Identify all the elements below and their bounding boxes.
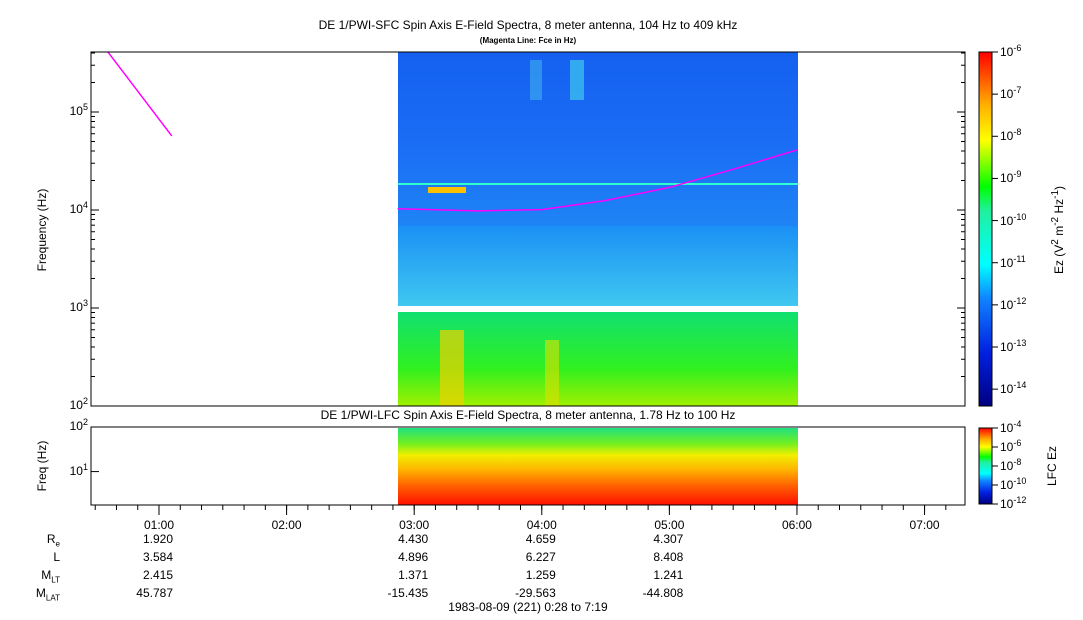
tick-base: 10 [69,463,83,478]
tick-exp: 1 [82,461,88,472]
fce-line-segment [397,149,798,212]
bottom-colorbar [978,427,993,505]
ephemeris-row-label: MLT [41,568,60,585]
colorbar-tick-exp: -4 [1013,419,1022,429]
ephemeris-value: 4.430 [398,532,429,546]
tick-exp: 3 [82,298,88,308]
tick-base: 10 [69,104,83,118]
colorbar-tick-label: 10-12 [1000,295,1027,312]
y-tick-label: 101 [70,462,88,478]
colorbar-tick-exp: -12 [1013,295,1027,306]
high-freq-band [398,52,798,226]
colorbar-tick-label: 10-12 [1000,495,1027,511]
x-tick-label: 07:00 [909,518,940,532]
colorbar-tick-label: 10-7 [1000,85,1022,102]
emission-streak [440,330,464,406]
colorbar-tick-label: 10-13 [1000,338,1027,354]
colorbar-tick-label: 10-9 [1000,169,1022,186]
ephemeris-value: 45.787 [136,586,173,600]
bottom-panel-title: DE 1/PWI-LFC Spin Axis E-Field Spectra, … [320,408,736,422]
ephemeris-row-label: L [53,550,60,564]
bottom-plot-frame [90,426,966,506]
colorbar-tick-exp: -7 [1013,85,1022,96]
y-tick-label: 102 [70,417,88,433]
colorbar-tick-label: 10-10 [1000,476,1027,492]
ephemeris-value: 1.259 [525,568,556,582]
y-tick-label: 103 [70,298,88,314]
ephemeris-value: 2.415 [142,568,173,582]
colorbar-tick-exp: -6 [1013,438,1022,448]
y-tick-label: 104 [70,200,88,216]
ephemeris-row-label: MLAT [35,586,60,603]
emission-streak [570,60,584,100]
bottom-spectrogram [398,428,798,505]
ephemeris-value: 1.371 [398,568,429,582]
x-tick-label: 03:00 [399,518,430,532]
fce-line [107,51,798,212]
tick-base: 10 [69,419,83,433]
colorbar-tick-label: 10-6 [1000,438,1022,454]
low-freq-band [398,312,798,406]
colorbar-tick-label: 10-8 [1000,457,1022,473]
top-spectrogram [398,52,798,406]
colorbar-tick-label: 10-10 [1000,211,1027,228]
tick-exp: 2 [82,417,88,427]
colorbar-tick-exp: -10 [1013,476,1027,486]
colorbar-tick-exp: -9 [1013,169,1022,180]
colorbar-tick-exp: -14 [1013,380,1027,391]
y-tick-label: 102 [70,396,88,412]
ephemeris-value: -15.435 [387,586,429,600]
colorbar-tick-label: 10-11 [1000,253,1026,270]
x-tick-label: 05:00 [654,518,685,532]
x-tick-label: 01:00 [143,518,175,532]
ephemeris-value: -29.563 [515,586,556,600]
ephemeris-row-label: Re [46,532,60,549]
top-plot-frame [90,51,966,407]
ephemeris-value: 8.408 [653,550,684,564]
tick-exp: 2 [82,396,88,406]
colorbar-tick-label: 10-14 [1000,380,1027,397]
ephemeris-value: 1.241 [653,568,684,582]
ephemeris-value: 3.584 [142,550,173,564]
cyan-line [398,183,798,185]
colorbar-tick-label: 10-6 [1000,43,1022,59]
x-tick-label: 04:00 [526,518,557,532]
ephemeris-value: 4.659 [525,532,556,546]
tick-exp: 5 [82,102,88,112]
emission-streak [530,60,542,100]
colorbar-tick-exp: -13 [1013,338,1027,348]
colorbar-tick-label: 10-8 [1000,127,1022,144]
fce-line-segment [107,51,173,137]
tick-base: 10 [69,202,83,216]
colorbar-tick-exp: -8 [1013,127,1022,138]
tick-exp: 4 [82,200,88,210]
y-tick-label: 105 [70,102,88,118]
ephemeris-value: 4.307 [653,532,684,546]
tick-base: 10 [69,300,83,314]
top-colorbar [978,51,993,407]
colorbar-tick-exp: -11 [1013,253,1026,264]
ephemeris-value: 1.920 [142,532,173,546]
ephemeris-value: 4.896 [398,550,429,564]
colorbar-tick-exp: -12 [1013,495,1027,505]
colorbar-tick-label: 10-4 [1000,419,1022,435]
top-panel-subtitle: (Magenta Line: Fce in Hz) [479,36,577,45]
colorbar-tick-exp: -6 [1013,43,1022,53]
top-panel-title: DE 1/PWI-SFC Spin Axis E-Field Spectra, … [318,18,738,32]
emission-streak [545,340,559,406]
emission-blob [428,187,466,193]
date-range-footer: 1983-08-09 (221) 0:28 to 7:19 [448,600,608,614]
colorbar-tick-exp: -10 [1013,211,1027,222]
mid-freq-band [398,226,798,306]
ephemeris-value: -44.808 [642,586,684,600]
ephemeris-value: 6.227 [525,550,556,564]
x-tick-label: 02:00 [271,518,302,532]
colorbar-tick-exp: -8 [1013,457,1022,467]
tick-base: 10 [69,398,83,412]
x-tick-label: 06:00 [781,518,812,532]
